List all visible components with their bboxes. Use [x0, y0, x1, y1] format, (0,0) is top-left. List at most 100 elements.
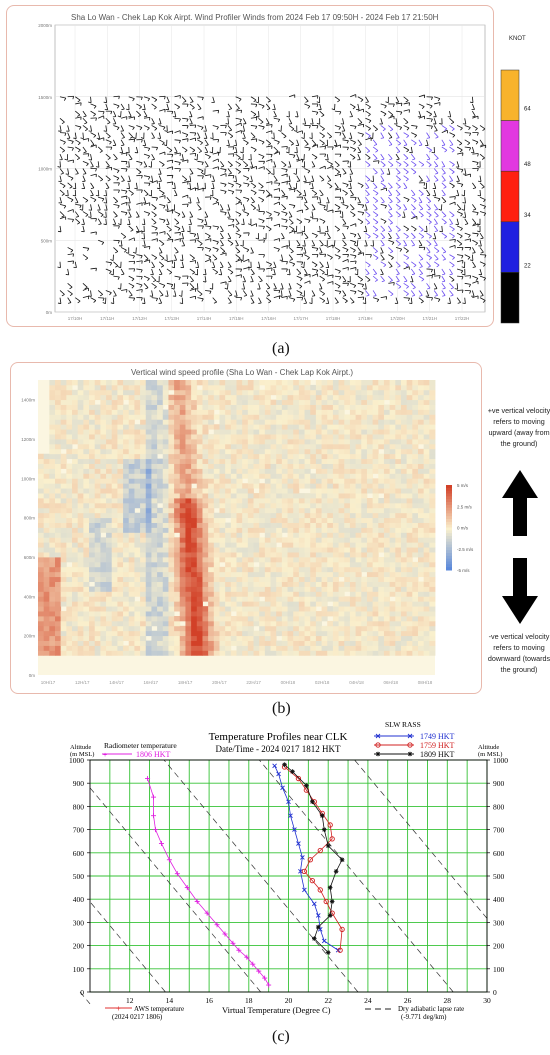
heatmap-cell	[253, 547, 260, 553]
heatmap-cell	[219, 542, 226, 548]
wind-barb	[151, 118, 155, 124]
heatmap-cell	[213, 650, 220, 656]
wind-barb	[212, 109, 219, 112]
heatmap-cell	[123, 532, 130, 538]
heatmap-cell	[202, 566, 209, 573]
heatmap-cell	[213, 596, 220, 602]
wind-barb-flag	[62, 185, 66, 189]
heatmap-cell	[247, 443, 254, 450]
wind-barb-flag	[65, 194, 69, 197]
heatmap-cell	[253, 458, 260, 464]
wind-barb-flag	[132, 251, 137, 254]
heatmap-cell	[196, 507, 203, 514]
heatmap-cell	[38, 542, 45, 548]
heatmap-cell	[128, 404, 135, 410]
heatmap-cell	[202, 611, 209, 617]
wind-barb-flag	[451, 279, 455, 282]
wind-barb	[311, 290, 316, 296]
wind-barb	[472, 295, 479, 299]
heatmap-cell	[55, 453, 62, 460]
heatmap-cell	[128, 552, 135, 558]
heatmap-cell	[179, 414, 186, 420]
wind-barb-flag	[208, 248, 212, 252]
heatmap-cell	[236, 561, 243, 568]
heatmap-cell	[83, 606, 90, 612]
heatmap-cell	[72, 483, 79, 489]
heatmap-cell	[179, 389, 186, 396]
heatmap-cell	[77, 571, 84, 578]
wind-barb-flag	[101, 242, 105, 245]
heatmap-cell	[270, 611, 277, 617]
wind-barb	[479, 139, 484, 145]
wind-barb	[464, 197, 466, 204]
wind-barb	[205, 290, 212, 292]
heatmap-cell	[179, 478, 186, 484]
heatmap-cell	[264, 404, 271, 410]
wind-barb-flag	[482, 300, 486, 303]
heatmap-cell	[219, 453, 226, 460]
heatmap-cell	[83, 448, 90, 455]
wind-barb	[105, 218, 107, 225]
heatmap-cell	[185, 591, 192, 597]
wind-barb-flag	[461, 208, 465, 211]
heatmap-cell	[151, 439, 158, 445]
wind-barb-flag	[69, 286, 73, 290]
heatmap-cell	[208, 620, 215, 627]
heatmap-cell	[236, 389, 243, 396]
wind-barb	[464, 118, 467, 125]
wind-barb-flag	[240, 190, 243, 194]
heatmap-cell	[83, 409, 90, 415]
wind-barb-flag	[216, 241, 219, 245]
heatmap-cell	[145, 483, 152, 489]
heatmap-cell	[60, 547, 67, 553]
heatmap-cell	[77, 448, 84, 455]
wind-barb-flag	[186, 275, 189, 279]
heatmap-cell	[208, 625, 215, 632]
wind-barb-flag	[232, 146, 235, 150]
heatmap-cell	[151, 399, 158, 405]
wind-barb	[220, 252, 227, 255]
wind-barb-flag	[271, 137, 275, 139]
heatmap-cell	[225, 566, 232, 573]
wind-barb-flag	[246, 177, 250, 181]
wind-barb	[319, 145, 326, 148]
wind-barb	[182, 132, 188, 135]
wind-barb-flag	[405, 250, 409, 253]
wind-barb-flag	[347, 283, 349, 287]
wind-barb	[319, 197, 322, 204]
wind-barb-flag	[121, 137, 125, 139]
heatmap-cell	[174, 640, 181, 646]
wind-barb	[395, 247, 402, 250]
heatmap-cell	[247, 616, 254, 622]
wind-barb	[120, 125, 124, 132]
wind-barb	[319, 218, 326, 222]
heatmap-cell	[55, 488, 62, 494]
heatmap-cell	[43, 611, 50, 617]
heatmap-cell	[151, 419, 158, 425]
heatmap-cell	[128, 517, 135, 523]
wind-profiler-title: Sha Lo Wan - Chek Lap Kok Airpt. Wind Pr…	[71, 13, 439, 22]
wind-barb	[388, 110, 394, 116]
wind-barb	[105, 175, 111, 180]
heatmap-cell	[179, 502, 186, 509]
wind-barb	[266, 159, 272, 162]
heatmap-cell	[162, 512, 169, 519]
heatmap-cell	[162, 635, 169, 641]
heatmap-cell	[66, 625, 73, 632]
heatmap-cell	[174, 552, 181, 558]
wind-barb	[441, 225, 443, 232]
heatmap-cell	[128, 640, 135, 646]
heatmap-cell	[157, 448, 164, 455]
wind-barb-flag	[358, 144, 362, 146]
heatmap-cell	[259, 389, 266, 396]
wind-barb	[113, 290, 117, 296]
heatmap-cell	[140, 522, 147, 528]
heatmap-cell	[128, 498, 135, 504]
heatmap-cell	[264, 394, 271, 401]
wind-barb-flag	[344, 192, 348, 196]
wind-barb	[135, 182, 138, 189]
heatmap-cell	[83, 591, 90, 597]
heatmap-cell	[145, 640, 152, 646]
heatmap-cell	[208, 507, 215, 514]
wind-barb-flag	[324, 244, 328, 247]
